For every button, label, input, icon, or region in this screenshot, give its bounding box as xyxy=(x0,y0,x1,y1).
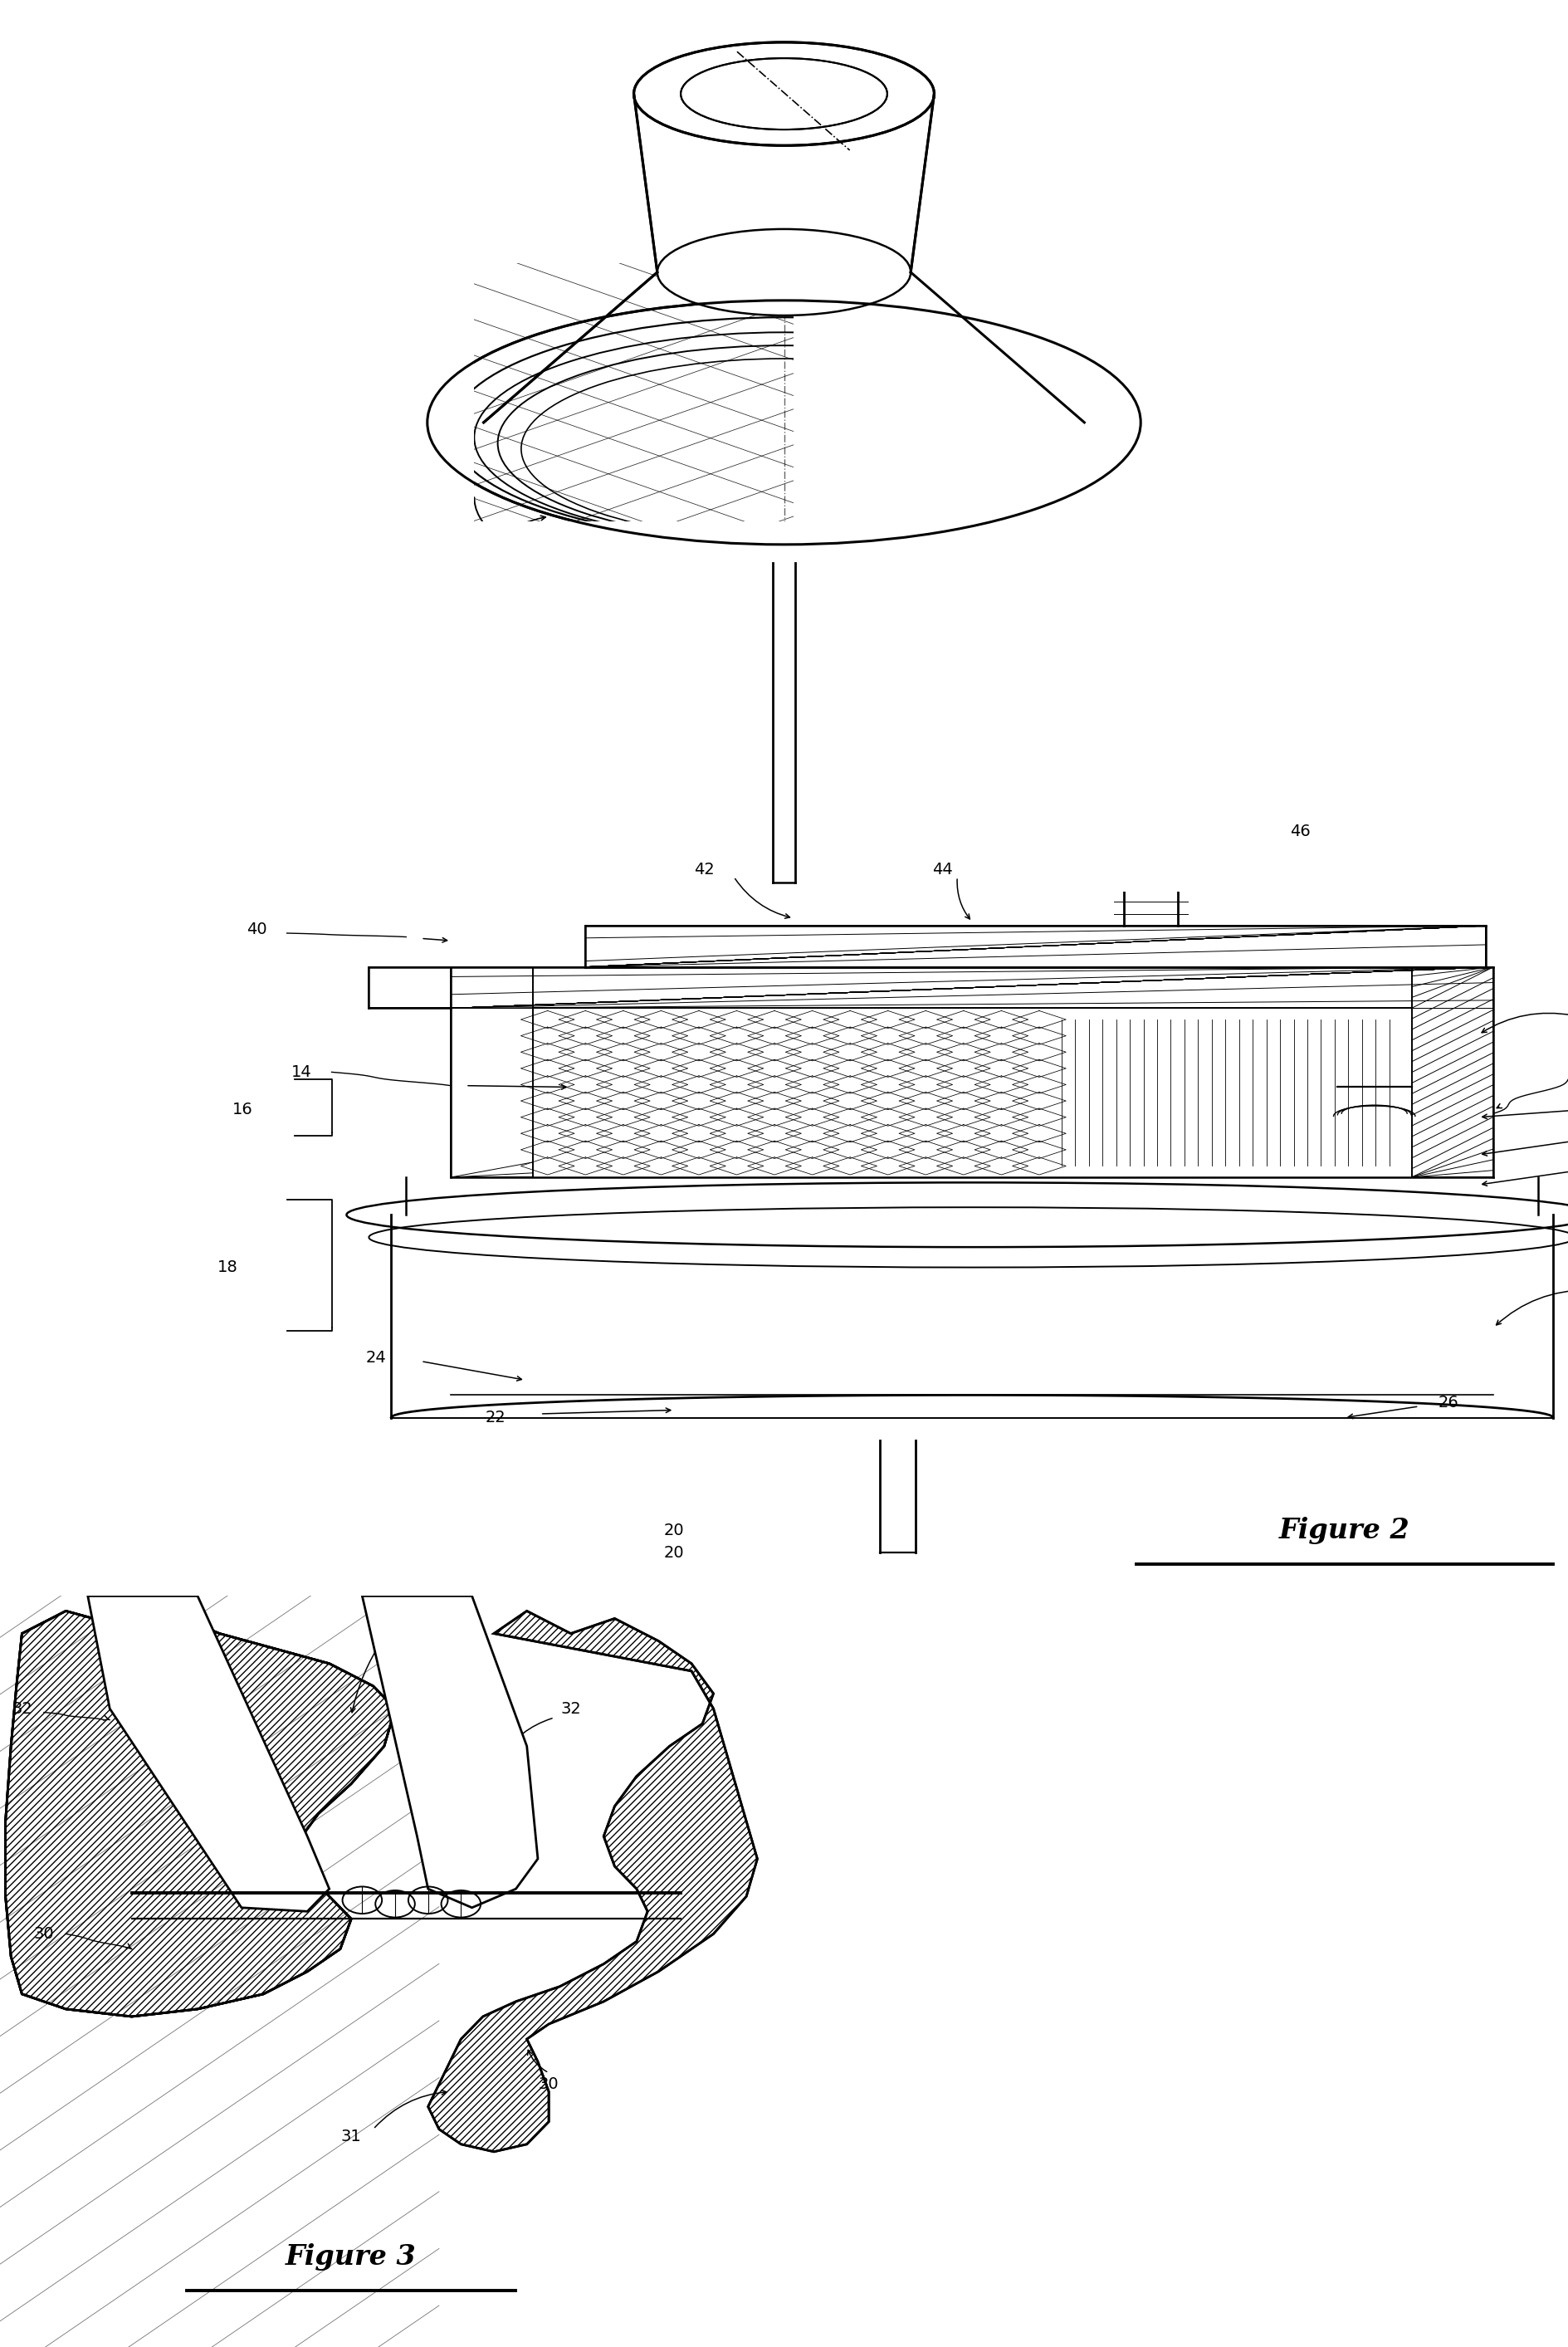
Polygon shape xyxy=(88,1596,329,1910)
Polygon shape xyxy=(428,1610,757,2152)
Text: 22: 22 xyxy=(485,1411,506,1425)
Text: 16: 16 xyxy=(361,338,383,357)
Text: 31: 31 xyxy=(340,2129,362,2145)
Text: 20: 20 xyxy=(663,1523,685,1537)
Text: 22': 22' xyxy=(977,394,1004,413)
Polygon shape xyxy=(1094,0,1253,939)
Text: 44: 44 xyxy=(931,861,953,878)
Text: 40: 40 xyxy=(246,922,268,936)
Text: 32: 32 xyxy=(560,1702,582,1716)
Text: 26: 26 xyxy=(1438,1394,1460,1411)
Text: 12: 12 xyxy=(712,19,734,38)
Polygon shape xyxy=(315,0,474,939)
Text: 20: 20 xyxy=(663,1544,685,1561)
Text: Figure 2: Figure 2 xyxy=(1279,1516,1410,1544)
Text: Figure 1: Figure 1 xyxy=(887,831,1019,859)
Text: 22: 22 xyxy=(384,1617,406,1634)
Polygon shape xyxy=(452,967,533,1178)
Polygon shape xyxy=(793,0,1253,939)
Polygon shape xyxy=(6,1610,395,2016)
Polygon shape xyxy=(585,925,1486,967)
Text: 30: 30 xyxy=(33,1927,55,1941)
Polygon shape xyxy=(315,0,1253,263)
Text: 18: 18 xyxy=(332,460,354,479)
Text: 24: 24 xyxy=(566,648,588,667)
Text: 16: 16 xyxy=(232,1101,252,1117)
Text: 14: 14 xyxy=(292,1063,312,1080)
Polygon shape xyxy=(1411,967,1494,1178)
Text: 32: 32 xyxy=(11,1702,33,1716)
Text: 46: 46 xyxy=(1289,824,1311,840)
Text: 18: 18 xyxy=(216,1260,238,1274)
Polygon shape xyxy=(452,967,1494,1009)
Text: 22: 22 xyxy=(408,591,430,610)
Polygon shape xyxy=(315,521,1253,939)
Polygon shape xyxy=(368,967,452,1009)
Text: 42: 42 xyxy=(693,861,715,878)
Text: Figure 3: Figure 3 xyxy=(285,2244,417,2270)
Polygon shape xyxy=(362,1596,538,1908)
Text: 20: 20 xyxy=(679,873,701,892)
Text: 14: 14 xyxy=(398,197,420,216)
Text: 24: 24 xyxy=(365,1350,387,1366)
Polygon shape xyxy=(6,1610,395,2016)
Text: 26: 26 xyxy=(1008,319,1030,338)
Ellipse shape xyxy=(657,230,911,314)
Text: 10: 10 xyxy=(1074,103,1096,122)
Ellipse shape xyxy=(347,1183,1568,1246)
Text: 30: 30 xyxy=(538,2077,560,2091)
